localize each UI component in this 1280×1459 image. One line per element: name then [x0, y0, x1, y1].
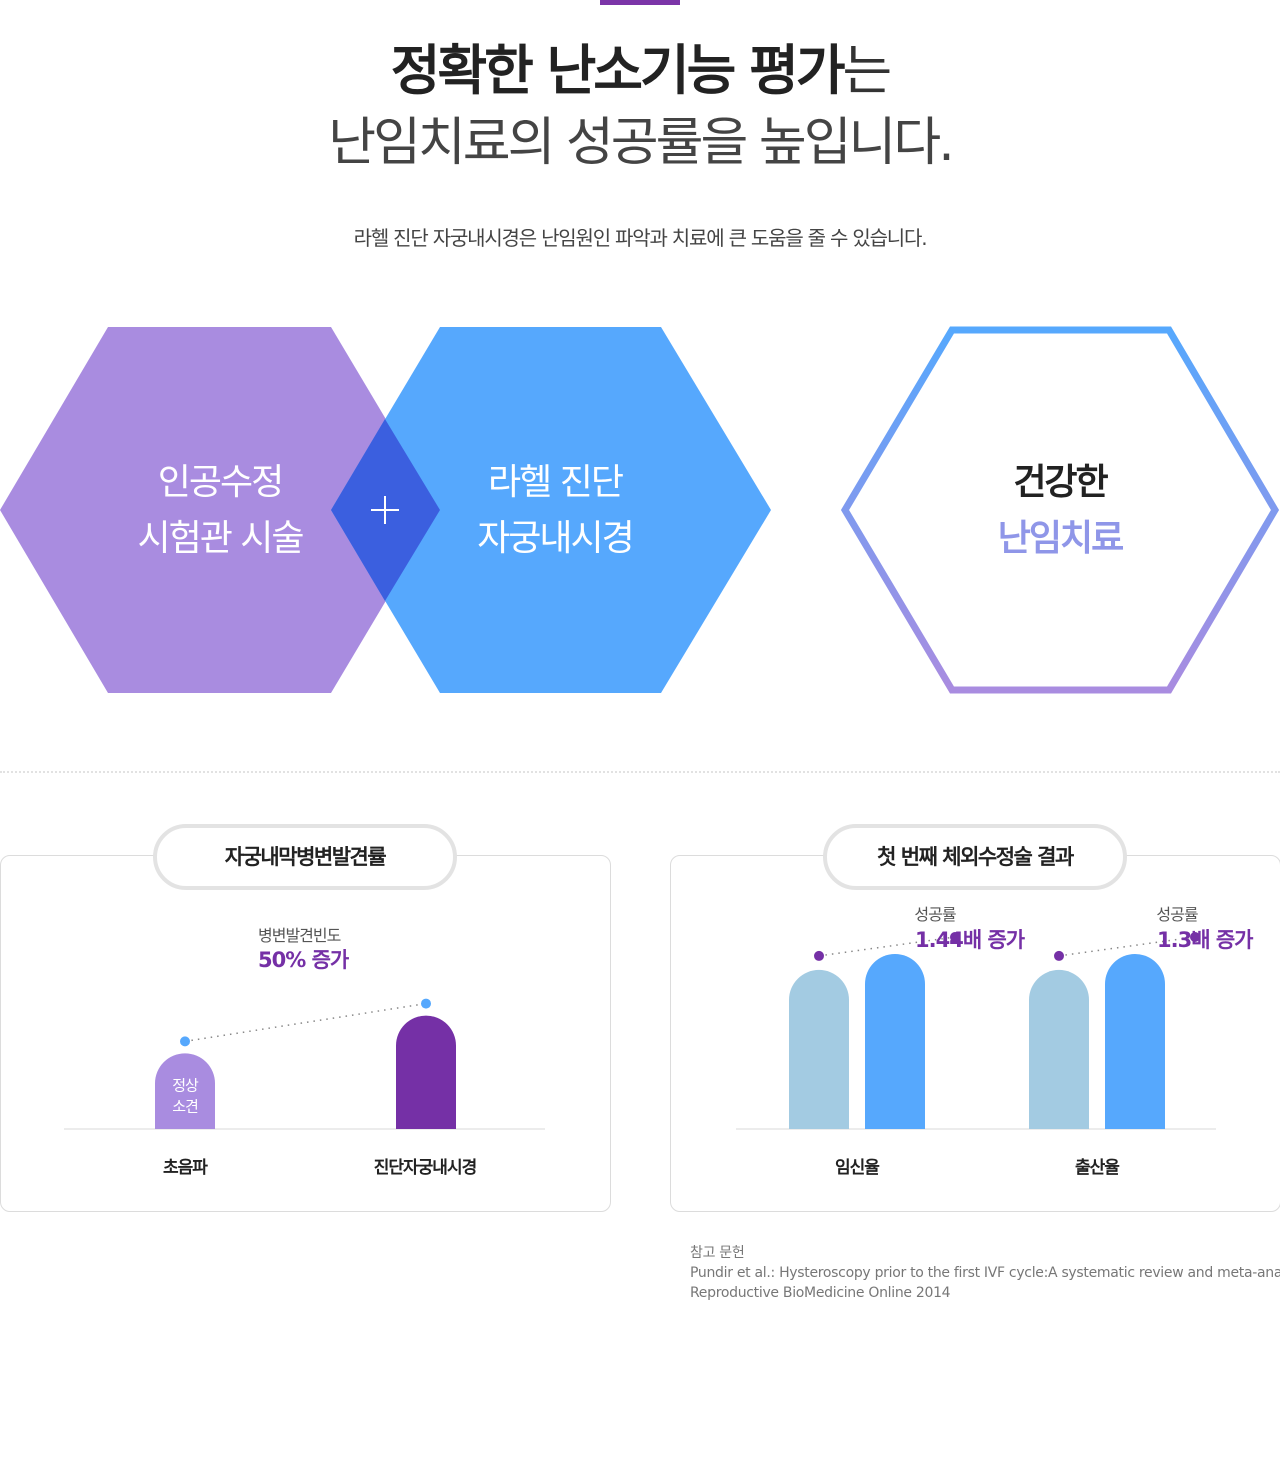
- reference-line2: Reproductive BioMedicine Online 2014: [690, 1285, 951, 1301]
- x-tick-ultrasound: 초음파: [163, 1158, 208, 1178]
- bar-inner-label-line2: 소견: [172, 1097, 198, 1115]
- annotation-label: 병변발견빈도: [258, 926, 341, 945]
- bar-임신율-0: [789, 969, 849, 1129]
- bar-초음파: [155, 1053, 215, 1129]
- annotation-value: 50% 증가: [258, 948, 350, 972]
- annotation-value-1: 1.3배 증가: [1157, 928, 1254, 952]
- bar-출산율-0: [1029, 969, 1089, 1129]
- chart-panel-lesion: [0, 855, 611, 1212]
- bar-출산율-1: [1105, 954, 1165, 1129]
- bar-진단자궁내시경: [396, 1015, 456, 1129]
- hexagon-left-line2: 시험관 시술: [137, 518, 304, 559]
- x-tick-birth: 출산율: [1075, 1158, 1120, 1178]
- x-tick-hysteroscopy: 진단자궁내시경: [373, 1158, 477, 1178]
- reference-line1: Pundir et al.: Hysteroscopy prior to the…: [690, 1265, 1280, 1281]
- bar-inner-label-line1: 정상: [172, 1076, 199, 1094]
- annotation-value-0: 1.44배 증가: [915, 928, 1026, 952]
- data-point-0: [180, 1036, 190, 1047]
- page-title-light: 는: [842, 39, 893, 102]
- hexagon-result-line1: 건강한: [1013, 462, 1108, 503]
- hexagon-middle-line1: 라헬 진단: [488, 462, 624, 503]
- hexagon-left: [0, 327, 440, 693]
- hexagon-middle-label: 라헬 진단 자궁내시경: [395, 455, 715, 567]
- bar-임신율-1: [865, 954, 925, 1129]
- trend-line: [184, 1002, 427, 1043]
- data-point-0-b: [950, 932, 960, 942]
- chart-title-ivf: 첫 번째 체외수정술 결과: [823, 824, 1127, 890]
- data-point-0-a: [814, 950, 824, 961]
- chart-panel-ivf: [670, 855, 1280, 1212]
- top-accent-bar: [600, 0, 680, 5]
- page-subtitle: 라헬 진단 자궁내시경은 난임원인 파악과 치료에 큰 도움을 줄 수 있습니다…: [353, 226, 928, 250]
- page-title-line1: 정확한 난소기능 평가는: [0, 38, 1280, 104]
- data-point-1-a: [1054, 950, 1064, 961]
- hexagon-result-line2: 난임치료: [997, 518, 1124, 559]
- hexagon-result: [840, 326, 1280, 694]
- reference-heading: 참고 문헌: [690, 1245, 745, 1261]
- section-divider: [0, 771, 1280, 773]
- data-point-1-b: [1190, 932, 1200, 942]
- annotation-label-1: 성공률: [1156, 905, 1197, 924]
- annotation-label-0: 성공률: [914, 905, 955, 924]
- hexagon-result-label: 건강한 난임치료: [900, 455, 1220, 567]
- x-tick-pregnancy: 임신율: [835, 1158, 880, 1178]
- data-point-1: [421, 998, 431, 1009]
- reference-block: 참고 문헌 Pundir et al.: Hysteroscopy prior …: [690, 1243, 1280, 1303]
- page-title-line2: 난임치료의 성공률을 높입니다.: [328, 113, 955, 173]
- hexagon-middle-line2: 자궁내시경: [477, 518, 635, 559]
- hexagon-left-label: 인공수정 시험관 시술: [60, 455, 380, 567]
- hexagon-left-line1: 인공수정: [157, 462, 284, 503]
- chart-ivf-svg: 성공률 1.44배 증가 성공률 1.3배 증가: [736, 905, 1255, 1130]
- page-title-bold: 정확한 난소기능 평가: [390, 39, 846, 102]
- hexagon-diagram: [0, 326, 1280, 694]
- hexagon-middle: [331, 327, 771, 693]
- chart-title-lesion: 자궁내막병변발견률: [153, 824, 457, 890]
